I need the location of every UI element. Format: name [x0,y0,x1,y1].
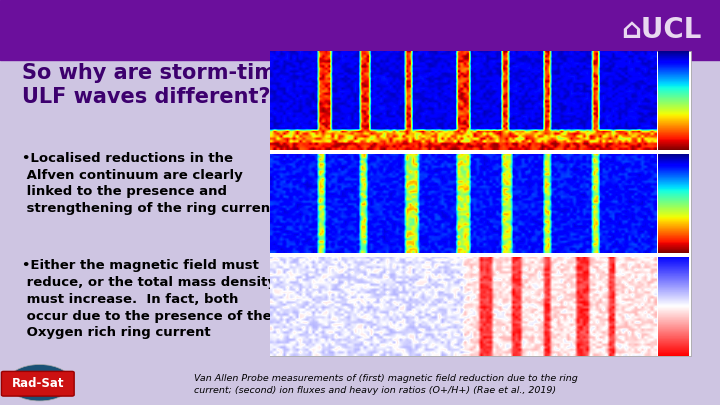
Text: Rad-Sat: Rad-Sat [12,377,64,390]
Bar [270,51,691,356]
Text: •Localised reductions in the
 Alfven continuum are clearly
 linked to the presen: •Localised reductions in the Alfven cont… [22,152,276,215]
Bar [270,150,657,153]
Text: So why are storm-time
ULF waves different?: So why are storm-time ULF waves differen… [22,63,290,107]
Text: ⌂UCL: ⌂UCL [621,16,702,44]
Bar [0,0,720,60]
FancyBboxPatch shape [1,371,74,396]
Text: Van Allen Probe measurements of (first) magnetic field reduction due to the ring: Van Allen Probe measurements of (first) … [194,375,578,395]
Circle shape [7,364,72,401]
Text: •Either the magnetic field must
 reduce, or the total mass density
 must increas: •Either the magnetic field must reduce, … [22,259,276,339]
Bar [270,254,657,257]
